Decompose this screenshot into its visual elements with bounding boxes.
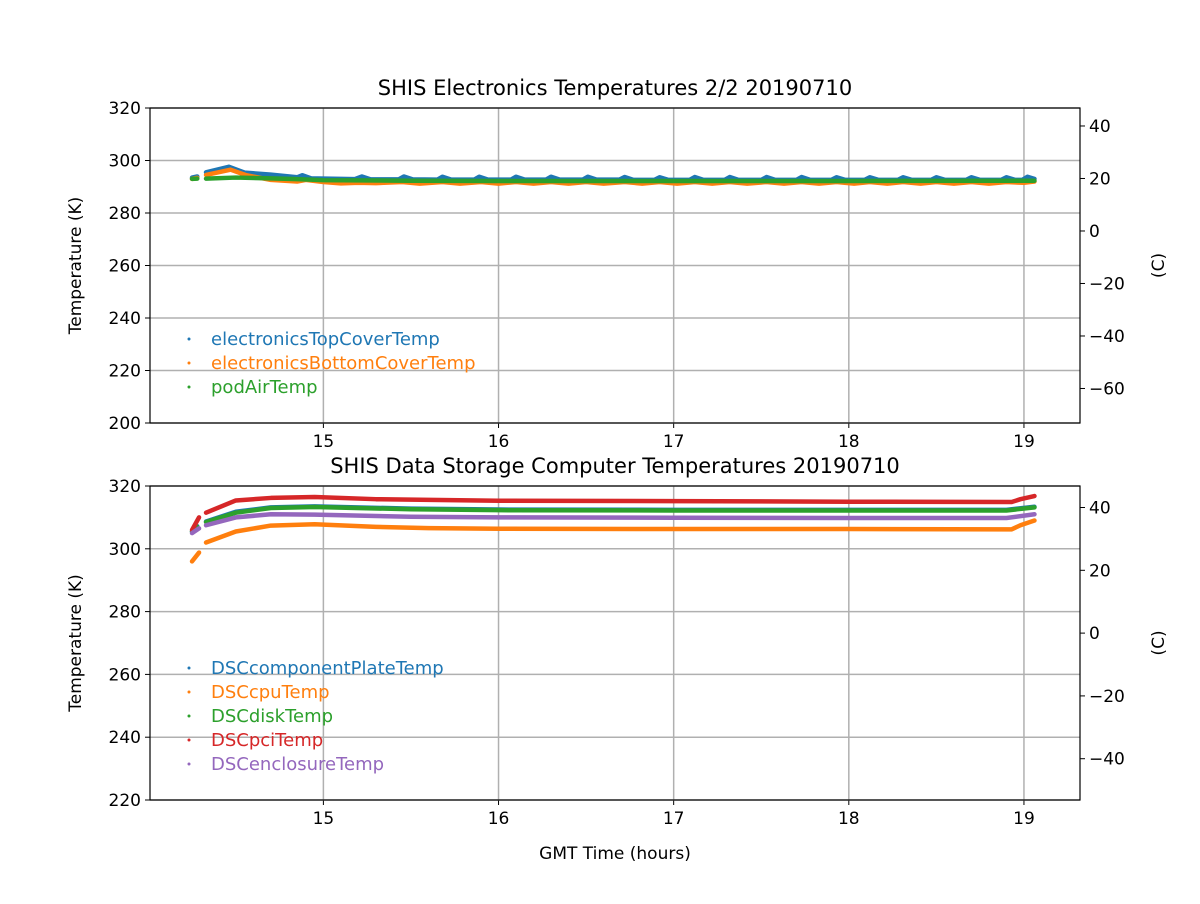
- right-y-tick-label: −20: [1089, 274, 1125, 294]
- x-tick-label: 18: [838, 809, 860, 829]
- right-y-tick-label: 0: [1089, 222, 1100, 242]
- series-line: [206, 167, 1034, 180]
- legend-marker: [188, 386, 191, 389]
- y-axis-label: Temperature (K): [66, 574, 86, 713]
- y-tick-label: 300: [109, 540, 141, 560]
- x-tick-label: 18: [838, 432, 860, 452]
- legend-label: DSCcpuTemp: [211, 682, 330, 703]
- legend-marker: [188, 739, 191, 742]
- legend-marker: [188, 338, 191, 341]
- y-tick-label: 280: [109, 204, 141, 224]
- series-line: [192, 553, 199, 562]
- y-tick-label: 200: [109, 414, 141, 434]
- legend-marker: [188, 715, 191, 718]
- x-tick-label: 17: [663, 809, 685, 829]
- series-DSCcpuTemp: [192, 521, 1034, 562]
- y-tick-label: 260: [109, 257, 141, 277]
- right-y-tick-label: 40: [1089, 499, 1111, 519]
- legend: DSCcomponentPlateTemp DSCcpuTemp DSCdiskTe…: [188, 658, 444, 775]
- subplot-2: 15 16 17 18 19 220 240 260 280 300 320 40 20 0 −20 −40 S…: [66, 454, 1169, 864]
- legend-marker: [188, 691, 191, 694]
- x-tick-label: 17: [663, 432, 685, 452]
- right-y-tick-label: −40: [1089, 327, 1125, 347]
- right-y-tick-label: 20: [1089, 561, 1111, 581]
- x-tick-label: 19: [1013, 432, 1035, 452]
- y-tick-label: 240: [109, 309, 141, 329]
- y-tick-label: 220: [109, 791, 141, 811]
- x-tick-label: 16: [488, 432, 510, 452]
- y-axis-label: Temperature (K): [66, 197, 86, 336]
- y-tick-label: 220: [109, 362, 141, 382]
- legend-label: electronicsTopCoverTemp: [211, 329, 440, 350]
- chart-title: SHIS Data Storage Computer Temperatures …: [330, 454, 900, 478]
- axes-frame: [150, 486, 1080, 800]
- legend-label: DSCdiskTemp: [211, 706, 333, 727]
- legend: electronicsTopCoverTemp electronicsBottom…: [188, 329, 476, 398]
- right-y-tick-label: 20: [1089, 169, 1111, 189]
- x-tick-label: 16: [488, 809, 510, 829]
- right-y-axis-label: (C): [1149, 253, 1169, 278]
- x-tick-label: 19: [1013, 809, 1035, 829]
- y-tick-label: 280: [109, 603, 141, 623]
- right-y-tick-label: −40: [1089, 750, 1125, 770]
- legend-label: DSCpciTemp: [211, 730, 323, 751]
- legend-marker: [188, 667, 191, 670]
- y-tick-label: 320: [109, 99, 141, 119]
- y-tick-label: 320: [109, 477, 141, 497]
- x-axis-label: GMT Time (hours): [539, 844, 691, 864]
- legend-marker: [188, 763, 191, 766]
- legend-marker: [188, 362, 191, 365]
- legend-label: electronicsBottomCoverTemp: [211, 353, 476, 374]
- series-line: [206, 521, 1034, 543]
- right-y-tick-label: −60: [1089, 379, 1125, 399]
- legend-label: podAirTemp: [211, 377, 318, 398]
- right-y-tick-label: −20: [1089, 687, 1125, 707]
- y-tick-label: 260: [109, 665, 141, 685]
- legend-label: DSCenclosureTemp: [211, 754, 384, 775]
- x-tick-label: 15: [313, 809, 335, 829]
- y-tick-label: 300: [109, 152, 141, 172]
- chart-title: SHIS Electronics Temperatures 2/2 201907…: [378, 76, 852, 100]
- legend-label: DSCcomponentPlateTemp: [211, 658, 444, 679]
- right-y-tick-label: 0: [1089, 624, 1100, 644]
- x-tick-label: 15: [313, 432, 335, 452]
- y-tick-label: 240: [109, 728, 141, 748]
- right-y-tick-label: 40: [1089, 117, 1111, 137]
- right-y-axis-label: (C): [1149, 630, 1169, 655]
